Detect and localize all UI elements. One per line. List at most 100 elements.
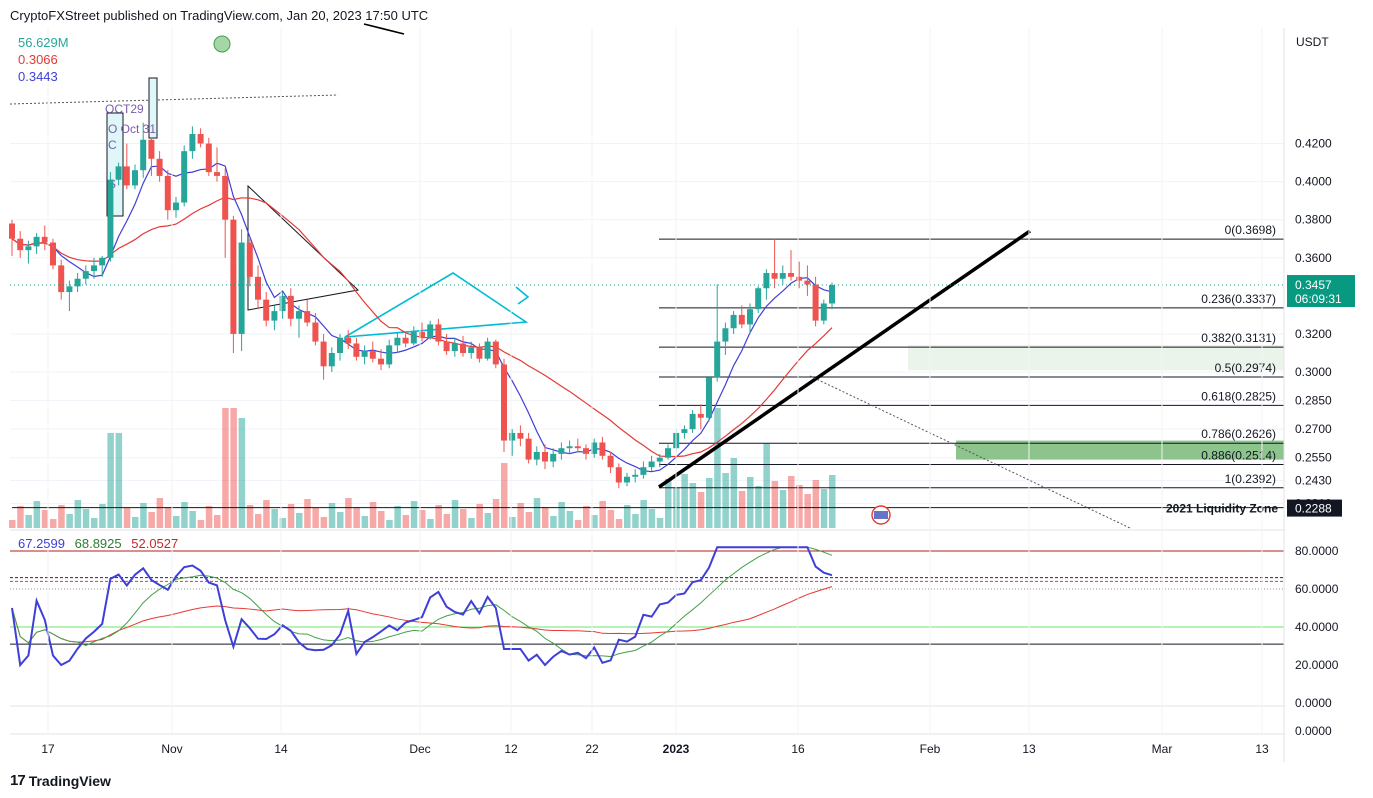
candle-body [714,341,721,378]
volume-bar [17,506,24,528]
ma-fast-legend: 0.3443 [18,69,58,84]
oscillator-tick-label: 0.0000 [1295,696,1332,710]
volume-bar [369,502,377,528]
candle-body [99,257,106,266]
volume-bar [50,519,57,528]
tradingview-brand[interactable]: 17 TradingView [10,772,111,789]
candle-body [648,461,655,468]
volume-bar [484,513,492,528]
time-tick-label: 12 [504,742,518,756]
candle-body [779,273,786,279]
candle-body [230,219,237,334]
volume-bar [697,492,705,528]
zone-liquidity-box [956,440,1284,460]
candle-body [410,332,417,344]
candle-body [747,309,753,325]
candle-body [148,139,155,159]
candle-body [706,377,712,418]
currency-label: USDT [1296,35,1329,49]
volume-bar [820,489,828,528]
tradingview-logo-icon: 17 [10,772,26,789]
volume-bar [312,508,319,528]
volume-bar [788,476,795,528]
annotation-box-2 [148,77,158,139]
last-price-value: 0.3457 [1295,278,1332,292]
candle-body [304,311,311,323]
candle-body [640,467,647,475]
candle-body [419,332,425,338]
candle-body [550,453,557,462]
volume-bar [533,498,541,528]
volume-bar [747,477,754,528]
candle-body [222,175,229,220]
candle-body [730,314,737,329]
candle-body [123,166,130,186]
time-tick-label: 22 [585,742,599,756]
volume-bar [115,433,123,528]
candle-body [17,238,24,251]
volume-bar [255,514,262,528]
candle-body [214,172,220,176]
volume-bar [632,514,639,528]
volume-bar [738,491,746,528]
candle-body [542,451,548,462]
candle-body [41,236,48,243]
oscillator-tick-label: 0.0000 [1295,724,1332,738]
volume-bar [525,512,533,528]
volume-bar [66,514,73,528]
price-tick-label: 0.2430 [1295,474,1332,488]
candle-body [574,446,581,449]
volume-bar [451,500,459,528]
time-tick-label: Mar [1152,742,1173,756]
fibonacci-retracement[interactable]: 0(0.3698) 0.236(0.3337) 0.382(0.3131) 0.5(0… [12,223,1284,516]
volume-bar [378,511,385,528]
price-tick-label: 0.3800 [1295,213,1332,227]
time-tick-label: 2023 [663,742,690,756]
volume-bar [566,511,574,528]
volume-bar [41,510,49,528]
candle-body [9,223,15,239]
volume-bar [279,518,287,528]
volume-bar [148,512,155,528]
candle-body [345,337,352,344]
volume-bar [427,519,434,528]
volume-bar [99,504,106,528]
candle-body [829,285,835,304]
rsi-slow-line [11,586,833,644]
candle-body [509,432,516,441]
fib-level-label: 0.886(0.2514) [1201,449,1276,463]
candle-body [189,134,196,152]
liquidity-price-tag [1287,499,1342,517]
volume-bar [361,516,369,528]
candle-body [263,299,270,321]
volume-bar [771,481,779,528]
volume-bar [320,517,328,528]
fib-level-label: 1(0.2392) [1225,472,1276,486]
candle-body [804,280,811,285]
candle-body [460,343,466,353]
candle-body [583,448,589,454]
fib-level-label: 0.618(0.2825) [1201,389,1276,403]
rsi-slow-value: 52.0527 [131,536,179,551]
volume-bar [9,520,16,528]
candle-body [591,442,598,454]
fib-level-label: 0.786(0.2626) [1201,427,1276,441]
oscillator-tick-label: 20.0000 [1295,658,1339,672]
candle-body [197,134,204,144]
volume-bar [460,509,467,528]
us-flag-stripes [874,511,888,519]
candle-body [271,311,278,321]
volume-bar [558,502,565,528]
candles[interactable] [9,122,1284,489]
candle-body [115,166,122,180]
candle-body [820,303,827,321]
volume-bar [222,408,229,528]
candle-body [33,236,40,247]
moving-averages [11,162,833,473]
volume-bar [271,509,278,528]
publish-header: CryptoFXStreet published on TradingView.… [10,8,429,23]
candle-body [287,295,294,319]
price-tick-label: 0.3600 [1295,251,1332,265]
candle-body [25,246,32,251]
